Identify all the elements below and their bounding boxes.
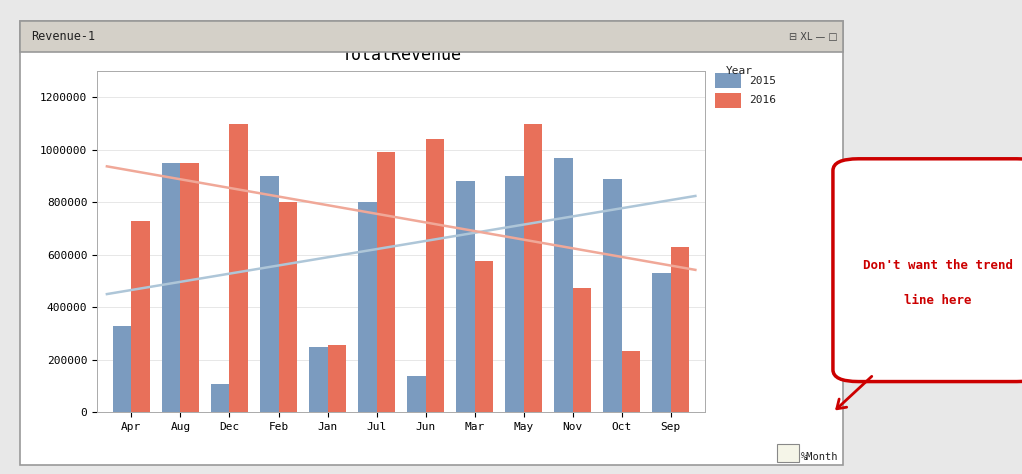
Bar <box>377 153 396 412</box>
Text: %Month: %Month <box>800 452 838 462</box>
Bar <box>523 124 543 412</box>
Text: 2015: 2015 <box>749 75 776 86</box>
Bar <box>474 262 494 412</box>
Bar <box>603 179 621 412</box>
Bar <box>211 383 230 412</box>
Bar <box>328 346 346 412</box>
Text: ⊟ XL — □: ⊟ XL — □ <box>789 32 838 42</box>
Bar <box>652 273 670 412</box>
Bar <box>161 163 181 412</box>
Bar <box>260 176 279 412</box>
Bar <box>309 347 328 412</box>
Bar <box>621 351 641 412</box>
Bar <box>407 375 425 412</box>
Title: TotalRevenue: TotalRevenue <box>341 46 461 64</box>
Bar <box>572 288 592 412</box>
Bar <box>181 163 199 412</box>
Bar <box>132 221 150 412</box>
Text: 2016: 2016 <box>749 95 776 106</box>
Bar <box>554 158 572 412</box>
Text: line here: line here <box>903 294 972 308</box>
Text: Don't want the trend: Don't want the trend <box>863 259 1013 272</box>
Bar <box>230 124 248 412</box>
Bar <box>670 247 690 412</box>
Text: Revenue-1: Revenue-1 <box>31 30 95 43</box>
Text: Year: Year <box>726 66 752 76</box>
Bar <box>456 182 474 412</box>
Bar <box>358 202 377 412</box>
Bar <box>425 139 445 412</box>
Bar <box>112 326 132 412</box>
Bar <box>279 202 297 412</box>
Bar <box>505 176 523 412</box>
